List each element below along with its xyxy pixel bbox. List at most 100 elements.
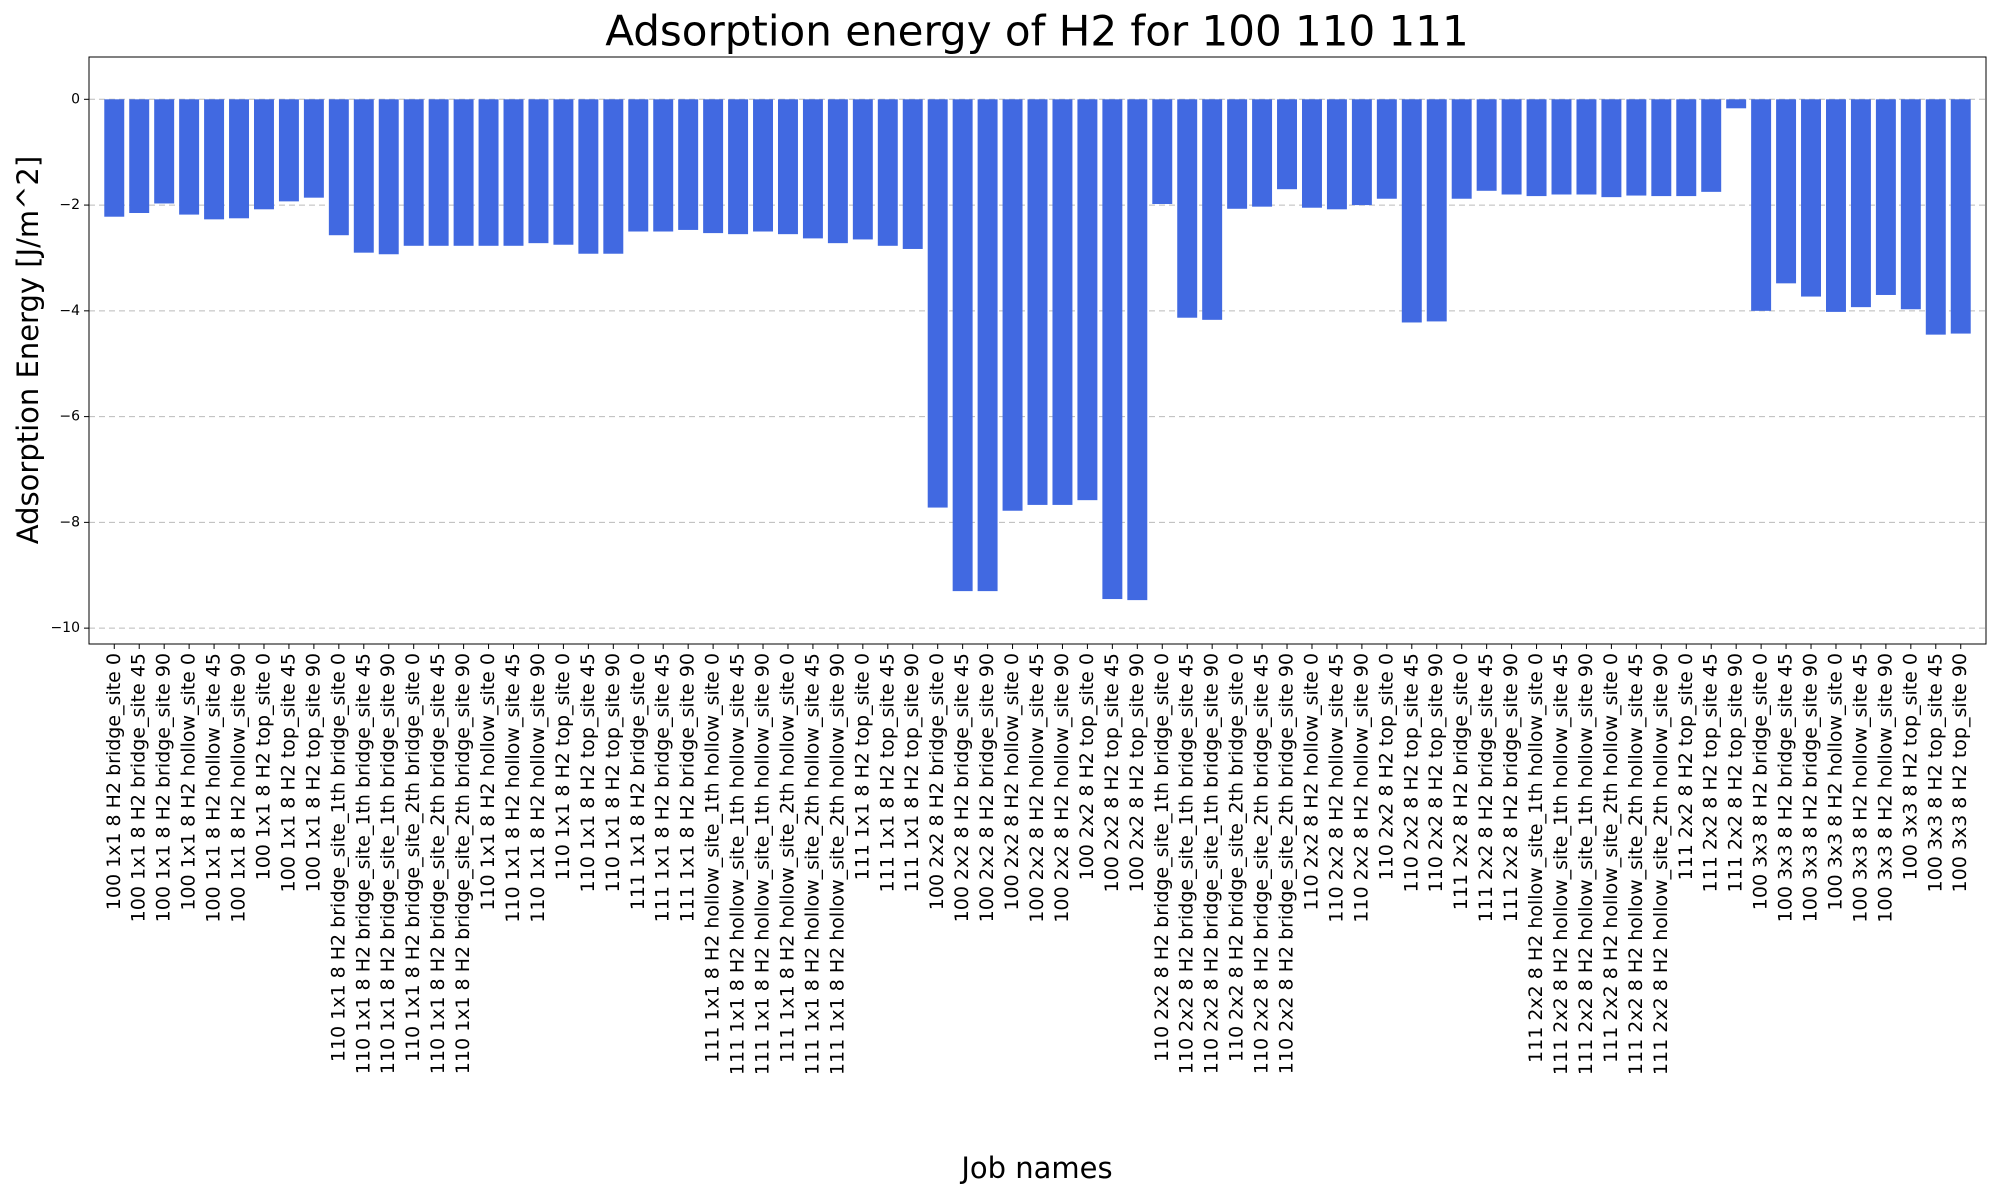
bar [1776,99,1797,284]
bar [478,99,499,246]
x-tick-label: 100 2x2 8 H2 hollow_site 0 [1001,653,1023,911]
bar [1177,99,1198,318]
x-tick-label: 110 1x1 8 H2 bridge_site_1th bridge_site… [377,653,399,1074]
bar [1576,99,1597,195]
x-tick-label: 111 2x2 8 H2 top_site 90 [1725,653,1747,892]
x-axis-label: Job names [959,1151,1112,1185]
x-tick-label: 111 1x1 8 H2 bridge_site 0 [627,653,649,910]
x-tick-label: 110 2x2 8 H2 top_site 45 [1400,653,1422,892]
y-tick-label: −2 [59,197,80,213]
bar [378,99,399,255]
x-tick-label: 100 3x3 8 H2 bridge_site 90 [1800,653,1822,922]
x-tick-label: 111 1x1 8 H2 hollow_site_2th hollow_site… [826,653,848,1075]
x-tick-label: 100 3x3 8 H2 bridge_site 45 [1775,653,1797,922]
x-tick-label: 110 1x1 8 H2 top_site 0 [552,653,574,880]
x-tick-label: 110 2x2 8 H2 bridge_site_2th bridge_site… [1251,653,1273,1074]
bar [927,99,948,508]
x-tick-label: 100 3x3 8 H2 bridge_site 0 [1750,653,1772,910]
x-tick-label: 100 2x2 8 H2 bridge_site 90 [976,653,998,922]
x-tick-label: 110 1x1 8 H2 top_site 45 [577,653,599,892]
x-tick-label: 110 1x1 8 H2 top_site 90 [602,653,624,892]
bar [1401,99,1422,323]
x-tick-label: 100 2x2 8 H2 bridge_site 45 [951,653,973,922]
bar [1825,99,1846,312]
bar [1726,99,1747,109]
bar [1326,99,1347,210]
bar [703,99,724,234]
x-tick-label: 100 2x2 8 H2 hollow_site 90 [1051,653,1073,923]
bar [453,99,474,246]
bar [303,99,324,198]
bar [1751,99,1772,311]
x-tick-label: 110 2x2 8 H2 bridge_site_1th bridge_site… [1201,653,1223,1074]
bar [1551,99,1572,195]
x-tick-label: 110 2x2 8 H2 top_site 0 [1375,653,1397,880]
x-tick-label: 100 3x3 8 H2 top_site 90 [1949,653,1971,892]
bar [753,99,774,232]
x-tick-label: 111 1x1 8 H2 hollow_site_2th hollow_site… [801,653,823,1075]
bar [802,99,823,239]
x-tick-label: 111 2x2 8 H2 top_site 45 [1700,653,1722,892]
bar [1925,99,1946,335]
bar [1152,99,1173,205]
x-tick-label: 110 2x2 8 H2 hollow_site 45 [1325,653,1347,923]
bar [603,99,624,254]
bar [278,99,299,202]
bar [1227,99,1248,209]
bar [902,99,923,249]
bar [129,99,150,214]
x-tick-label: 100 1x1 8 H2 hollow_site 45 [203,653,225,923]
x-tick-label: 100 3x3 8 H2 hollow_site 0 [1824,653,1846,911]
x-tick-label: 100 2x2 8 H2 bridge_site 0 [926,653,948,910]
bar [1127,99,1148,601]
x-tick-label: 100 1x1 8 H2 bridge_site 90 [153,653,175,922]
x-tick-label: 100 3x3 8 H2 top_site 45 [1924,653,1946,892]
bar [1626,99,1647,196]
bar [1676,99,1697,197]
x-tick-label: 110 1x1 8 H2 hollow_site 45 [502,653,524,923]
bar [179,99,200,215]
bar [154,99,175,204]
x-tick-label: 110 1x1 8 H2 hollow_site 90 [527,653,549,923]
bar [353,99,374,253]
bar [403,99,424,246]
bar [1376,99,1397,199]
bar [977,99,998,592]
x-tick-label: 111 1x1 8 H2 top_site 90 [901,653,923,892]
x-tick-label: 111 1x1 8 H2 top_site 0 [851,653,873,880]
x-tick-label: 100 3x3 8 H2 hollow_site 90 [1874,653,1896,923]
bar [578,99,599,254]
x-tick-label: 111 2x2 8 H2 hollow_site_2th hollow_site… [1625,653,1647,1075]
x-tick-label: 111 2x2 8 H2 hollow_site_2th hollow_site… [1600,653,1622,1063]
bar [104,99,125,217]
x-tick-label: 100 2x2 8 H2 top_site 45 [1101,653,1123,892]
x-tick-label: 110 1x1 8 H2 hollow_site 0 [477,653,499,911]
bar [678,99,699,230]
x-tick-label: 111 1x1 8 H2 bridge_site 90 [677,653,699,922]
bar [1351,99,1372,206]
x-tick-label: 110 1x1 8 H2 bridge_site_1th bridge_site… [327,653,349,1062]
x-tick-label: 110 2x2 8 H2 bridge_site_2th bridge_site… [1276,653,1298,1074]
x-tick-label: 100 1x1 8 H2 top_site 0 [252,653,274,880]
bar [1801,99,1822,297]
bar [1950,99,1971,334]
bar [1426,99,1447,322]
x-tick-label: 110 2x2 8 H2 bridge_site_2th bridge_site… [1226,653,1248,1062]
bar [1476,99,1497,191]
x-tick-label: 111 1x1 8 H2 bridge_site 45 [652,653,674,922]
bar [628,99,649,232]
bar [827,99,848,244]
y-axis-label: Adsorption Energy [J/m^2] [11,156,45,544]
x-tick-label: 111 2x2 8 H2 hollow_site_1th hollow_site… [1525,653,1547,1063]
x-tick-label: 100 2x2 8 H2 top_site 0 [1076,653,1098,880]
plot-frame [88,56,1987,645]
bar [852,99,873,240]
bar [1077,99,1098,501]
x-tick-label: 111 2x2 8 H2 bridge_site 0 [1450,653,1472,910]
x-tick-label: 111 2x2 8 H2 bridge_site 90 [1500,653,1522,922]
bar [328,99,349,236]
y-tick-label: 0 [71,91,80,107]
x-tick-label: 100 3x3 8 H2 top_site 0 [1899,653,1921,880]
x-tick-label: 110 1x1 8 H2 bridge_site_2th bridge_site… [402,653,424,1062]
